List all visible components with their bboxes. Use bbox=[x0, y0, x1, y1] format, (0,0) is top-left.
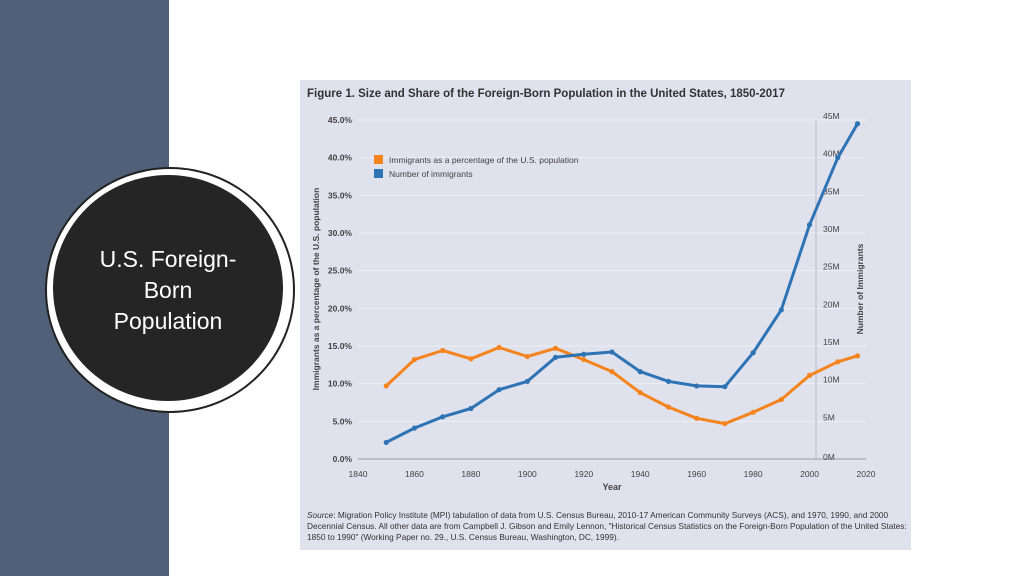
count-data-point bbox=[750, 350, 756, 356]
x-tick-label: 2020 bbox=[857, 469, 876, 479]
x-tick-label: 2000 bbox=[800, 469, 819, 479]
percent-data-point bbox=[440, 347, 446, 354]
percent-data-point bbox=[835, 359, 841, 365]
chart-series bbox=[383, 121, 861, 446]
count-data-point bbox=[665, 378, 672, 385]
y2-tick-label: 15M bbox=[823, 337, 840, 347]
percent-data-point bbox=[581, 356, 587, 363]
legend-swatch bbox=[374, 169, 383, 178]
count-data-point bbox=[778, 307, 784, 313]
y-tick-label: 45.0% bbox=[328, 115, 353, 125]
count-data-point bbox=[637, 369, 643, 375]
percent-data-point bbox=[722, 420, 728, 427]
y-tick-label: 30.0% bbox=[328, 228, 353, 238]
count-data-point bbox=[552, 354, 559, 360]
x-tick-label: 1980 bbox=[744, 469, 763, 479]
chart-legend: Immigrants as a percentage of the U.S. p… bbox=[374, 155, 579, 179]
title-circle: U.S. Foreign-Born Population bbox=[50, 172, 286, 404]
figure-source-note: Source: Migration Policy Institute (MPI)… bbox=[307, 510, 907, 543]
legend-label: Number of immigrants bbox=[389, 169, 473, 179]
y-tick-label: 20.0% bbox=[328, 303, 353, 313]
y2-tick-label: 35M bbox=[823, 186, 840, 196]
percent-data-point bbox=[609, 369, 615, 375]
y-tick-label: 40.0% bbox=[328, 153, 353, 163]
y-tick-label: 15.0% bbox=[328, 341, 353, 351]
count-data-point bbox=[609, 349, 615, 355]
y2-tick-label: 40M bbox=[823, 149, 840, 159]
figure-panel bbox=[300, 80, 911, 550]
percent-data-point bbox=[750, 409, 756, 415]
count-data-point bbox=[854, 121, 861, 127]
x-tick-label: 1840 bbox=[349, 469, 368, 479]
source-text: : Migration Policy Institute (MPI) tabul… bbox=[307, 510, 907, 542]
x-tick-label: 1880 bbox=[461, 469, 480, 479]
legend-swatch bbox=[374, 155, 383, 164]
y-tick-label: 10.0% bbox=[328, 379, 353, 389]
count-data-point bbox=[468, 405, 474, 412]
y2-tick-label: 0M bbox=[823, 452, 835, 462]
count-data-point bbox=[440, 414, 446, 420]
y2-axis-title: Number of Immigrants bbox=[855, 243, 865, 334]
percent-data-point bbox=[637, 390, 643, 396]
x-tick-label: 1960 bbox=[687, 469, 706, 479]
y2-tick-label: 20M bbox=[823, 299, 840, 309]
count-data-point bbox=[524, 378, 530, 385]
y-tick-label: 0.0% bbox=[333, 454, 353, 464]
count-data-point bbox=[835, 155, 841, 161]
y2-tick-label: 5M bbox=[823, 412, 835, 422]
count-data-point bbox=[411, 425, 418, 431]
y2-tick-label: 30M bbox=[823, 224, 840, 234]
percent-series-line bbox=[385, 346, 858, 426]
y-tick-label: 35.0% bbox=[328, 190, 353, 200]
y-tick-label: 25.0% bbox=[328, 266, 353, 276]
percent-data-point bbox=[694, 415, 700, 421]
count-data-point bbox=[694, 383, 700, 389]
percent-data-point bbox=[524, 353, 530, 360]
x-tick-label: 1860 bbox=[405, 469, 424, 479]
count-data-point bbox=[581, 351, 587, 357]
slide-title: U.S. Foreign-Born Population bbox=[99, 245, 237, 334]
percent-data-point bbox=[383, 383, 389, 389]
percent-data-point bbox=[806, 372, 813, 378]
count-data-point bbox=[806, 222, 813, 228]
x-tick-label: 1940 bbox=[631, 469, 650, 479]
count-series-line bbox=[385, 123, 859, 444]
legend-label: Immigrants as a percentage of the U.S. p… bbox=[389, 155, 579, 165]
y2-tick-label: 45M bbox=[823, 111, 840, 121]
x-tick-label: 1920 bbox=[574, 469, 593, 479]
percent-data-point bbox=[496, 344, 502, 351]
count-data-point bbox=[383, 439, 389, 446]
percent-data-point bbox=[665, 404, 672, 410]
figure-title: Figure 1. Size and Share of the Foreign-… bbox=[307, 88, 785, 100]
percent-data-point bbox=[552, 345, 559, 351]
y2-tick-label: 25M bbox=[823, 262, 840, 272]
source-label: Source bbox=[307, 510, 334, 520]
x-tick-label: 1900 bbox=[518, 469, 537, 479]
percent-data-point bbox=[778, 396, 784, 403]
percent-data-point bbox=[411, 356, 418, 363]
percent-data-point bbox=[854, 353, 861, 359]
percent-data-point bbox=[468, 356, 474, 362]
y2-tick-label: 10M bbox=[823, 375, 840, 385]
count-data-point bbox=[722, 384, 728, 390]
count-data-point bbox=[496, 387, 502, 393]
y-axis-title: Immigrants as a percentage of the U.S. p… bbox=[311, 188, 321, 391]
x-axis-title: Year bbox=[602, 482, 622, 492]
chart-axes: 0.0% 5.0% 10.0% 15.0% 20.0% 25.0% 30.0% 35.0% 40… bbox=[311, 111, 876, 492]
y-tick-label: 5.0% bbox=[333, 416, 353, 426]
